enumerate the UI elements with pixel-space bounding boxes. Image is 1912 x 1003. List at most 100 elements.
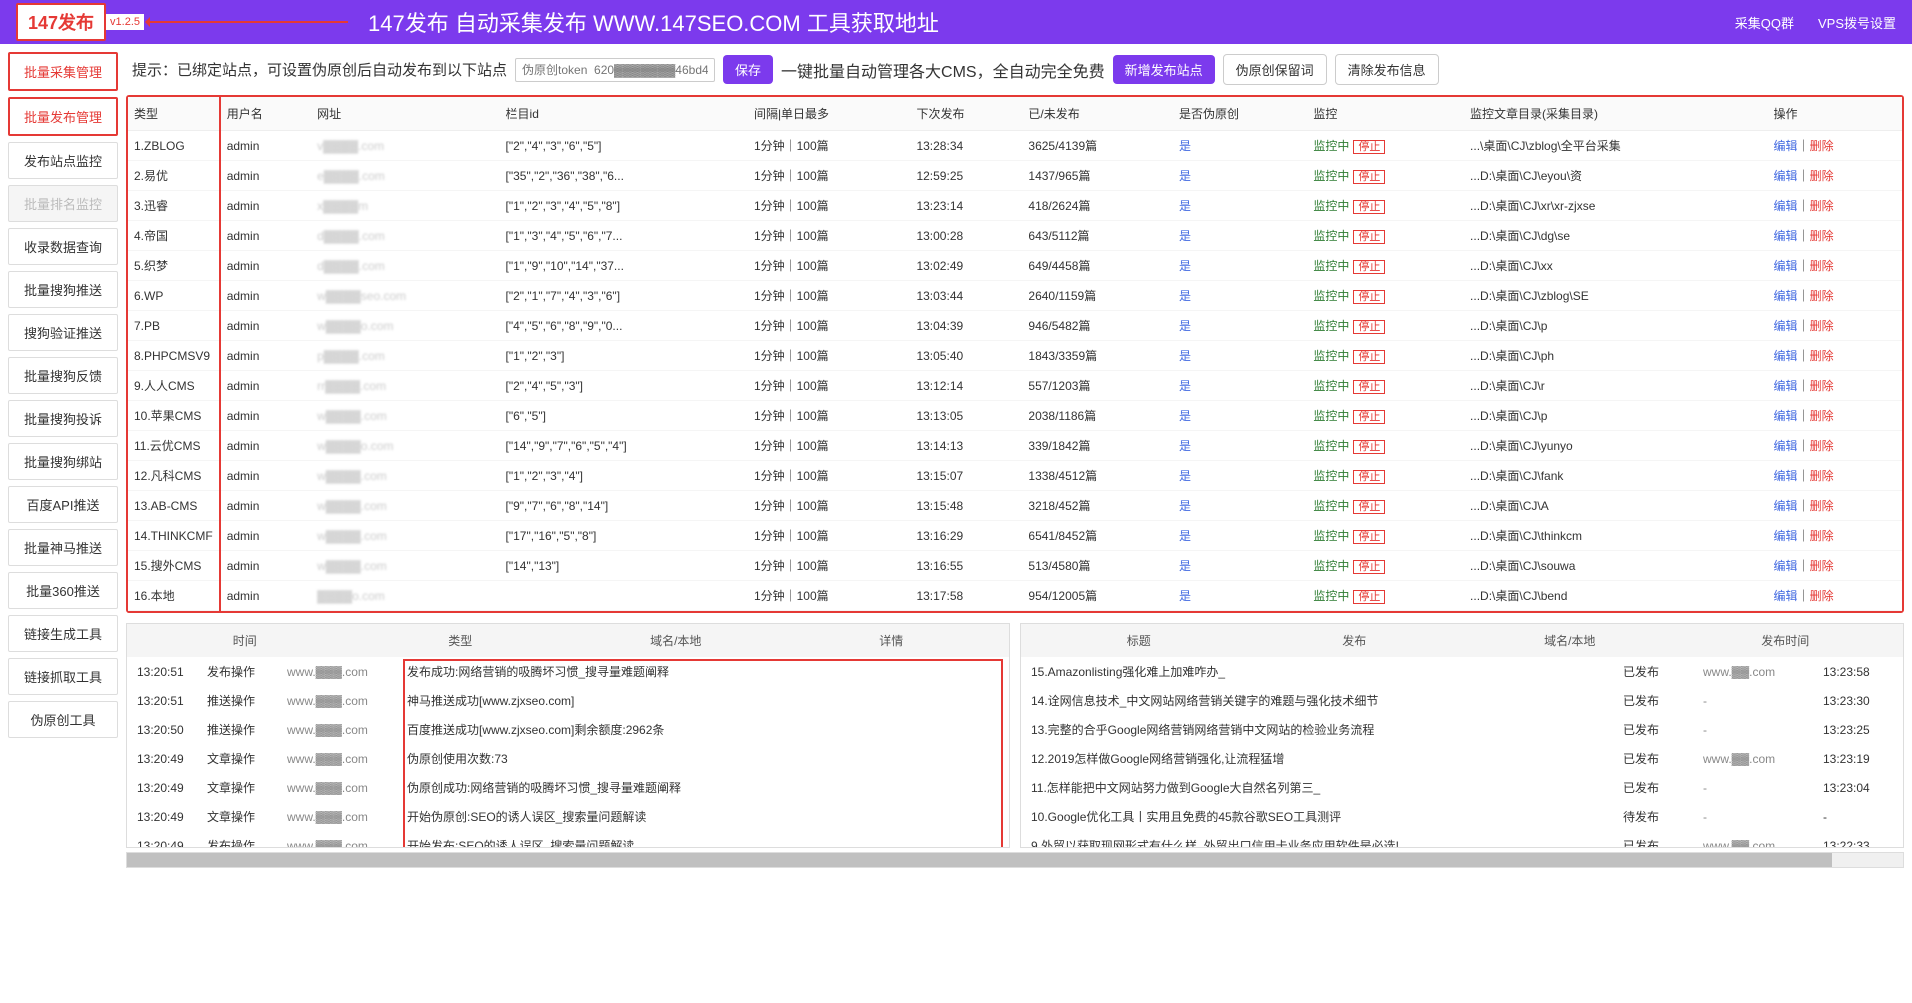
sidebar-item[interactable]: 搜狗验证推送 — [8, 314, 118, 351]
link-qq[interactable]: 采集QQ群 — [1735, 13, 1794, 32]
cell-type: 15.搜外CMS — [128, 551, 220, 581]
sidebar-item[interactable]: 批量搜狗反馈 — [8, 357, 118, 394]
edit-link[interactable]: 编辑 — [1774, 499, 1798, 513]
stop-button[interactable]: 停止 — [1353, 470, 1385, 484]
edit-link[interactable]: 编辑 — [1774, 169, 1798, 183]
stop-button[interactable]: 停止 — [1353, 500, 1385, 514]
delete-link[interactable]: 删除 — [1810, 589, 1834, 603]
stop-button[interactable]: 停止 — [1353, 200, 1385, 214]
cell-fake[interactable]: 是 — [1173, 341, 1307, 371]
cell-fake[interactable]: 是 — [1173, 221, 1307, 251]
version: v1.2.5 — [106, 14, 144, 30]
delete-link[interactable]: 删除 — [1810, 199, 1834, 213]
cell-fake[interactable]: 是 — [1173, 461, 1307, 491]
cell-type: 1.ZBLOG — [128, 131, 220, 161]
sidebar-item[interactable]: 批量神马推送 — [8, 529, 118, 566]
edit-link[interactable]: 编辑 — [1774, 559, 1798, 573]
sidebar-item[interactable]: 伪原创工具 — [8, 701, 118, 738]
cell-user: admin — [220, 461, 311, 491]
delete-link[interactable]: 删除 — [1810, 349, 1834, 363]
delete-link[interactable]: 删除 — [1810, 559, 1834, 573]
cell-fake[interactable]: 是 — [1173, 311, 1307, 341]
sidebar-item[interactable]: 批量采集管理 — [8, 52, 118, 91]
edit-link[interactable]: 编辑 — [1774, 199, 1798, 213]
cell-fake[interactable]: 是 — [1173, 431, 1307, 461]
token-input[interactable] — [515, 58, 715, 82]
stop-button[interactable]: 停止 — [1353, 260, 1385, 274]
edit-link[interactable]: 编辑 — [1774, 349, 1798, 363]
stop-button[interactable]: 停止 — [1353, 380, 1385, 394]
stop-button[interactable]: 停止 — [1353, 440, 1385, 454]
cell-fake[interactable]: 是 — [1173, 521, 1307, 551]
stop-button[interactable]: 停止 — [1353, 410, 1385, 424]
delete-link[interactable]: 删除 — [1810, 499, 1834, 513]
stop-button[interactable]: 停止 — [1353, 350, 1385, 364]
delete-link[interactable]: 删除 — [1810, 409, 1834, 423]
sidebar-item[interactable]: 百度API推送 — [8, 486, 118, 523]
stop-button[interactable]: 停止 — [1353, 560, 1385, 574]
delete-link[interactable]: 删除 — [1810, 319, 1834, 333]
stop-button[interactable]: 停止 — [1353, 530, 1385, 544]
delete-link[interactable]: 删除 — [1810, 169, 1834, 183]
edit-link[interactable]: 编辑 — [1774, 139, 1798, 153]
cell-fake[interactable]: 是 — [1173, 191, 1307, 221]
save-button[interactable]: 保存 — [723, 55, 773, 84]
cell-fake[interactable]: 是 — [1173, 491, 1307, 521]
edit-link[interactable]: 编辑 — [1774, 259, 1798, 273]
sidebar-item[interactable]: 链接生成工具 — [8, 615, 118, 652]
cell-intv: 1分钟｜100篇 — [748, 251, 911, 281]
edit-link[interactable]: 编辑 — [1774, 469, 1798, 483]
cell-fake[interactable]: 是 — [1173, 251, 1307, 281]
cell-fake[interactable]: 是 — [1173, 581, 1307, 611]
edit-link[interactable]: 编辑 — [1774, 289, 1798, 303]
edit-link[interactable]: 编辑 — [1774, 379, 1798, 393]
delete-link[interactable]: 删除 — [1810, 379, 1834, 393]
clear-info-button[interactable]: 清除发布信息 — [1335, 54, 1439, 85]
sidebar-item[interactable]: 批量排名监控 — [8, 185, 118, 222]
stop-button[interactable]: 停止 — [1353, 290, 1385, 304]
sidebar-item[interactable]: 批量360推送 — [8, 572, 118, 609]
sidebar-item[interactable]: 链接抓取工具 — [8, 658, 118, 695]
keep-words-button[interactable]: 伪原创保留词 — [1223, 54, 1327, 85]
add-site-button[interactable]: 新增发布站点 — [1113, 55, 1215, 84]
sidebar-item[interactable]: 批量搜狗推送 — [8, 271, 118, 308]
delete-link[interactable]: 删除 — [1810, 259, 1834, 273]
sidebar-item[interactable]: 批量搜狗投诉 — [8, 400, 118, 437]
stop-button[interactable]: 停止 — [1353, 320, 1385, 334]
delete-link[interactable]: 删除 — [1810, 529, 1834, 543]
edit-link[interactable]: 编辑 — [1774, 409, 1798, 423]
h-scrollbar[interactable] — [126, 852, 1904, 868]
cell-fake[interactable]: 是 — [1173, 281, 1307, 311]
edit-link[interactable]: 编辑 — [1774, 529, 1798, 543]
cell-dir: ...D:\桌面\CJ\yunyo — [1464, 431, 1768, 461]
delete-link[interactable]: 删除 — [1810, 439, 1834, 453]
cell-intv: 1分钟｜100篇 — [748, 461, 911, 491]
delete-link[interactable]: 删除 — [1810, 229, 1834, 243]
cell-col: ["6","5"] — [500, 401, 748, 431]
stop-button[interactable]: 停止 — [1353, 230, 1385, 244]
cell-ops: 编辑｜删除 — [1768, 161, 1902, 191]
cell-type: 7.PB — [128, 311, 220, 341]
cell-fake[interactable]: 是 — [1173, 161, 1307, 191]
edit-link[interactable]: 编辑 — [1774, 589, 1798, 603]
edit-link[interactable]: 编辑 — [1774, 229, 1798, 243]
sidebar-item[interactable]: 批量搜狗绑站 — [8, 443, 118, 480]
sidebar-item[interactable]: 收录数据查询 — [8, 228, 118, 265]
sidebar-item[interactable]: 发布站点监控 — [8, 142, 118, 179]
delete-link[interactable]: 删除 — [1810, 139, 1834, 153]
link-vps[interactable]: VPS拨号设置 — [1818, 13, 1896, 32]
table-row: 13.AB-CMSadminw▓▓▓▓.com["9","7","6","8",… — [128, 491, 1902, 521]
stop-button[interactable]: 停止 — [1353, 140, 1385, 154]
sidebar-item[interactable]: 批量发布管理 — [8, 97, 118, 136]
cell-type: 6.WP — [128, 281, 220, 311]
cell-fake[interactable]: 是 — [1173, 551, 1307, 581]
delete-link[interactable]: 删除 — [1810, 289, 1834, 303]
cell-fake[interactable]: 是 — [1173, 401, 1307, 431]
edit-link[interactable]: 编辑 — [1774, 319, 1798, 333]
stop-button[interactable]: 停止 — [1353, 170, 1385, 184]
edit-link[interactable]: 编辑 — [1774, 439, 1798, 453]
stop-button[interactable]: 停止 — [1353, 590, 1385, 604]
delete-link[interactable]: 删除 — [1810, 469, 1834, 483]
cell-fake[interactable]: 是 — [1173, 131, 1307, 161]
cell-fake[interactable]: 是 — [1173, 371, 1307, 401]
